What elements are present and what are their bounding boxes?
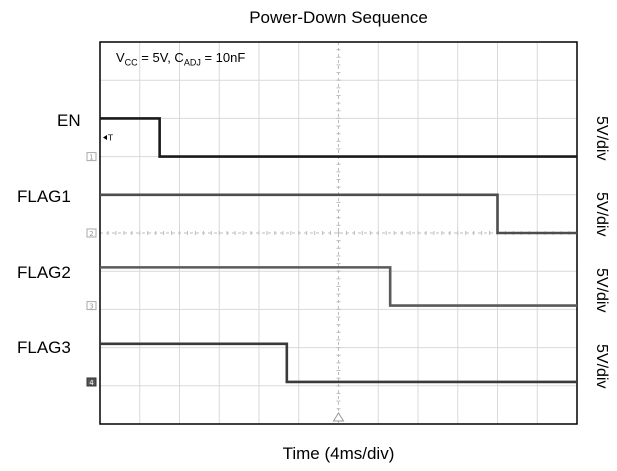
series-trace-flag1	[100, 193, 577, 235]
series-label-flag2: FLAG2	[17, 263, 71, 282]
channel-marker-number: 1	[89, 154, 93, 162]
series-trace-en	[100, 117, 577, 158]
x-axis-label: Time (4ms/div)	[282, 444, 395, 463]
scale-label-en: 5V/div	[593, 116, 610, 161]
channel-marker-3: 3	[86, 301, 97, 311]
scale-label-flag3: 5V/div	[593, 344, 610, 389]
channel-marker-box	[86, 228, 97, 238]
markers: 1 2 3 4 T	[86, 134, 345, 422]
channel-marker-1: 1	[86, 152, 97, 162]
series-label-flag1: FLAG1	[17, 187, 71, 206]
series-label-flag3: FLAG3	[17, 338, 71, 357]
channel-marker-2: 2	[86, 228, 97, 238]
scale-label-flag1: 5V/div	[593, 192, 610, 237]
chart-title: Power-Down Sequence	[249, 8, 428, 27]
trigger-level-marker: T	[103, 134, 113, 143]
scale-label-flag2: 5V/div	[593, 268, 610, 313]
trigger-marker-label: T	[107, 134, 113, 143]
series-label-en: EN	[57, 111, 81, 130]
channel-marker-4: 4	[86, 377, 97, 387]
trigger-position-icon	[332, 412, 345, 422]
channel-marker-number: 2	[89, 230, 93, 238]
traces	[100, 117, 577, 384]
channel-marker-number: 3	[89, 303, 93, 311]
series-trace-flag2	[100, 266, 577, 307]
series-trace-flag3	[100, 342, 577, 384]
channel-marker-box	[86, 301, 97, 311]
trigger-arrow-icon	[103, 135, 107, 140]
channel-marker-box	[86, 152, 97, 162]
condition-annotation: VCC = 5V, CADJ = 10nF	[116, 50, 246, 68]
channel-marker-box	[86, 377, 97, 387]
channel-marker-number: 4	[89, 379, 94, 387]
